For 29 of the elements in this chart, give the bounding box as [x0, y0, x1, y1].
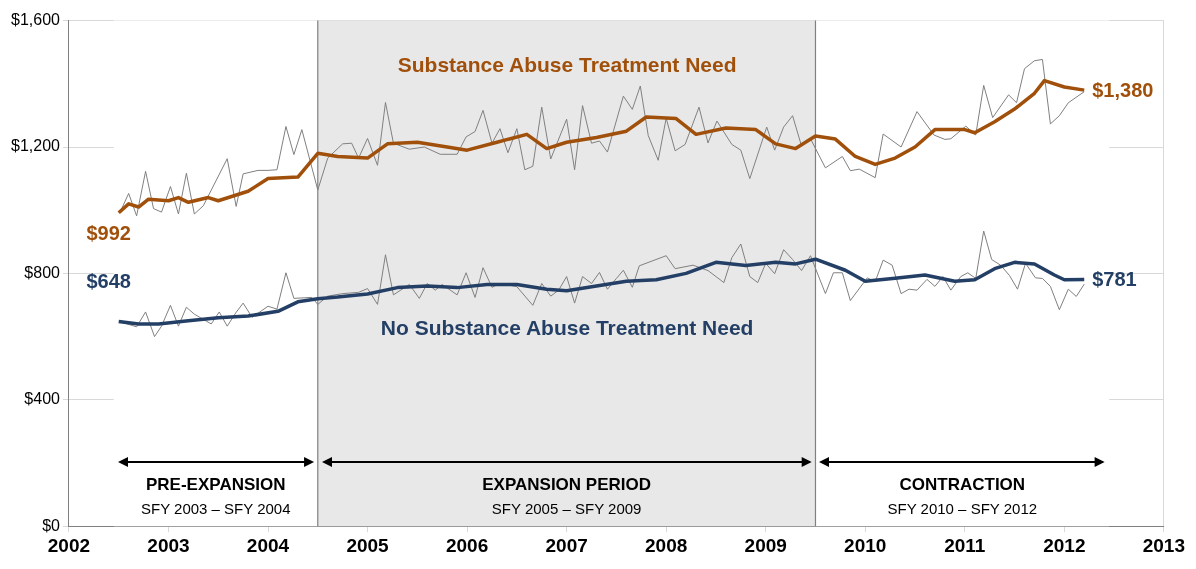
x-tick-label: 2009: [744, 534, 787, 556]
x-tick-label: 2013: [1142, 534, 1186, 556]
x-tick-label: 2010: [844, 534, 887, 556]
x-tick-label: 2008: [645, 534, 688, 556]
series-label: No Substance Abuse Treatment Need: [380, 315, 754, 339]
x-tick-label: 2004: [246, 534, 290, 556]
x-tick-label: 2005: [346, 534, 390, 556]
annotation: SFY 2003 – SFY 2004: [140, 500, 291, 518]
x-tick-label: 2011: [944, 534, 986, 556]
band-label: CONTRACTION: [899, 475, 1026, 495]
annotation: $1,380: [1092, 79, 1154, 102]
band-label: PRE-EXPANSION: [146, 475, 286, 495]
y-tick-label: $800: [24, 263, 61, 281]
y-tick-label: $1,200: [11, 137, 61, 155]
annotation: SFY 2005 – SFY 2009: [491, 500, 642, 518]
annotation: $648: [86, 270, 131, 293]
x-tick-label: 2007: [545, 534, 588, 556]
annotation: SFY 2010 – SFY 2012: [887, 500, 1038, 518]
x-tick-label: 2002: [47, 534, 91, 556]
x-tick-label: 2012: [1043, 534, 1086, 556]
annotation: $992: [86, 221, 131, 244]
y-tick-label: $400: [24, 390, 61, 408]
text: Substance Abuse Treatment Need: [397, 52, 737, 76]
x-tick-label: 2003: [147, 534, 190, 556]
band-label: EXPANSION PERIOD: [482, 475, 652, 495]
annotation: $781: [1092, 268, 1137, 291]
y-tick-label: $0: [42, 516, 61, 534]
y-tick-label: $1,600: [11, 11, 61, 29]
x-tick-label: 2006: [445, 534, 489, 556]
